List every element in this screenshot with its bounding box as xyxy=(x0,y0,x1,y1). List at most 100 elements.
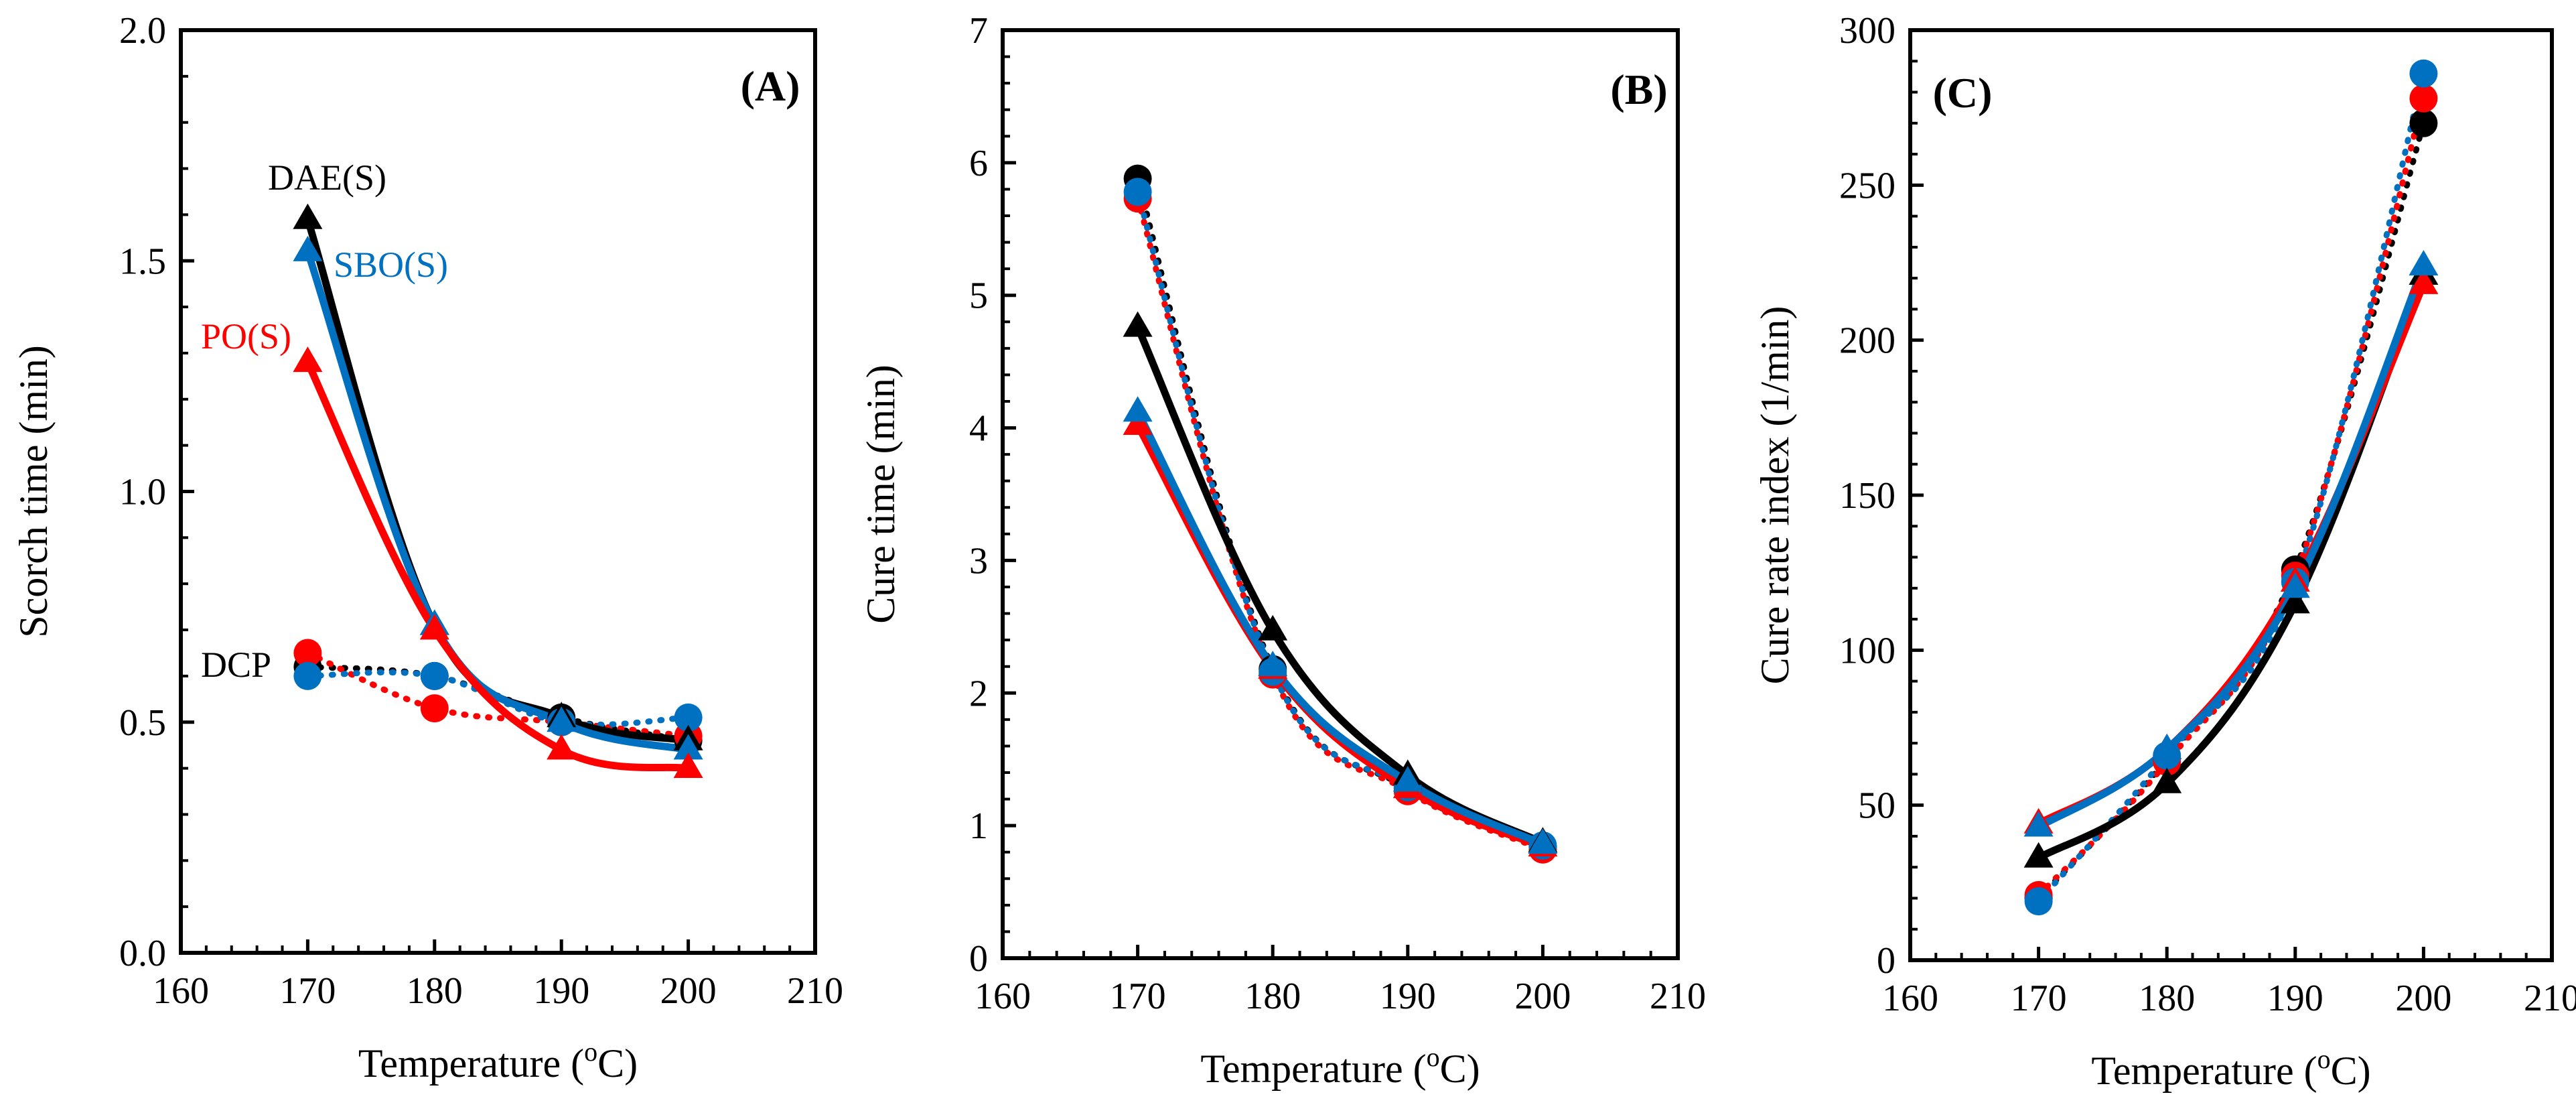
panel-label: (B) xyxy=(1610,66,1667,113)
series-annotation: DCP xyxy=(201,645,271,685)
data-point-black-triangle xyxy=(2280,588,2310,614)
plot-frame xyxy=(1908,28,2554,962)
data-point-black-triangle xyxy=(2152,767,2182,793)
data-point-blue-circle xyxy=(293,661,322,690)
data-point-sbo-s xyxy=(547,706,577,732)
panel-label: (C) xyxy=(1933,69,1993,117)
panel-c: 160 170 180 190 200 210 0 50 100 150 200 250 300 Temp… xyxy=(1753,10,2576,1093)
x-axis-title: Temperature (oC) xyxy=(358,1037,638,1085)
data-point-blue-triangle xyxy=(1258,651,1288,677)
data-point-blue-circle xyxy=(674,703,703,732)
series-line-black-circle xyxy=(2035,120,2427,901)
series-line-blue-circle xyxy=(1135,188,1546,849)
x-tick-label: 190 xyxy=(1380,976,1436,1017)
data-point-blue-circle xyxy=(2024,887,2053,916)
x-tick-label: 170 xyxy=(1110,976,1166,1017)
y-tick-label: 0 xyxy=(1877,940,1895,982)
x-axis-unit-text: C) xyxy=(597,1041,638,1085)
y-axis-title: Cure time (min) xyxy=(859,365,903,624)
x-axis-title: Temperature (oC) xyxy=(1200,1042,1480,1091)
x-tick-label: 200 xyxy=(660,970,717,1012)
series-line-red-circle xyxy=(2035,95,2427,899)
data-point-blue-triangle xyxy=(1392,766,1423,792)
data-point-blue-triangle xyxy=(1528,828,1558,854)
data-point-black-triangle xyxy=(2023,842,2054,868)
series-line-red-circle xyxy=(1135,195,1546,853)
data-point-po-s xyxy=(293,346,323,373)
plot-frame xyxy=(1001,28,1680,960)
x-axis-title: Temperature (oC) xyxy=(2091,1044,2370,1093)
x-tick-label: 180 xyxy=(1244,976,1301,1017)
data-point-blue-circle xyxy=(420,661,449,690)
data-point-blue-circle xyxy=(2409,59,2438,88)
data-point-red-circle xyxy=(293,639,322,667)
series-line-blue-circle xyxy=(2035,70,2427,905)
x-tick-label: 180 xyxy=(407,970,463,1012)
y-tick-label: 50 xyxy=(1858,785,1895,827)
data-point-red-triangle xyxy=(1123,409,1153,436)
series-line-black-circle xyxy=(1135,176,1546,850)
y-tick-label: 250 xyxy=(1839,165,1895,206)
y-tick-label: 100 xyxy=(1839,630,1895,671)
data-point-dae-s xyxy=(293,203,323,229)
y-tick-label: 5 xyxy=(969,275,988,317)
series-line-red-triangle xyxy=(1134,421,1547,851)
x-axis-title-text: Temperature ( xyxy=(2091,1049,2317,1093)
x-tick-label: 190 xyxy=(533,970,589,1012)
y-tick-label: 1.5 xyxy=(119,241,166,282)
x-axis-unit-superscript: o xyxy=(584,1037,597,1067)
x-axis-unit-text: C) xyxy=(2331,1049,2371,1093)
series-annotation: SBO(S) xyxy=(334,245,448,285)
series-line-blue-triangle xyxy=(2035,262,2427,831)
x-tick-label: 210 xyxy=(2524,978,2576,1019)
series-line-red-circle xyxy=(304,649,692,739)
x-tick-label: 160 xyxy=(153,970,209,1012)
series-annotation: PO(S) xyxy=(201,316,291,356)
y-tick-label: 7 xyxy=(969,10,988,52)
series-line-blue-triangle xyxy=(1134,408,1547,848)
data-point-black-triangle xyxy=(1123,311,1153,337)
x-tick-label: 210 xyxy=(1650,976,1706,1017)
data-point-black-triangle xyxy=(1258,614,1288,641)
series-line-red-triangle xyxy=(2035,280,2427,828)
x-axis-unit-text: C) xyxy=(1440,1047,1480,1091)
data-point-blue-circle xyxy=(1123,178,1152,206)
y-tick-label: 0 xyxy=(969,938,988,980)
y-tick-label: 1 xyxy=(969,805,988,847)
x-axis-unit-superscript: o xyxy=(2317,1044,2331,1074)
data-point-po-s xyxy=(419,614,449,640)
y-tick-label: 300 xyxy=(1839,10,1895,52)
series-line-dae-s xyxy=(303,215,693,744)
y-tick-label: 4 xyxy=(969,408,988,450)
x-tick-label: 180 xyxy=(2139,978,2195,1019)
series-line-black-triangle xyxy=(2035,271,2427,862)
x-tick-label: 210 xyxy=(787,970,843,1012)
data-point-red-triangle xyxy=(2409,268,2439,294)
y-tick-label: 2 xyxy=(969,673,988,714)
x-tick-label: 200 xyxy=(1514,976,1571,1017)
x-tick-label: 200 xyxy=(2395,978,2451,1019)
x-axis-title-text: Temperature ( xyxy=(358,1041,584,1085)
y-tick-label: 6 xyxy=(969,143,988,184)
x-tick-label: 170 xyxy=(2011,978,2067,1019)
x-axis-title-text: Temperature ( xyxy=(1200,1047,1426,1091)
y-tick-label: 3 xyxy=(969,540,988,582)
panel-a: 160 170 180 190 200 210 0.0 0.5 1.0 1.5 2.0 Tempera… xyxy=(11,10,843,1085)
y-tick-label: 0.5 xyxy=(119,702,166,744)
y-tick-label: 150 xyxy=(1839,475,1895,517)
x-tick-label: 190 xyxy=(2267,978,2323,1019)
data-point-po-s xyxy=(673,752,703,779)
y-tick-label: 0.0 xyxy=(119,933,166,974)
series-line-black-triangle xyxy=(1134,323,1547,847)
y-tick-label: 2.0 xyxy=(119,10,166,52)
data-point-blue-triangle xyxy=(2280,572,2310,598)
panel-label: (A) xyxy=(741,62,800,110)
data-point-sbo-s xyxy=(293,235,323,261)
data-point-red-circle xyxy=(420,694,449,723)
data-point-red-circle xyxy=(2409,84,2438,113)
data-point-blue-triangle xyxy=(2152,733,2182,759)
y-axis-title: Scorch time (min) xyxy=(11,345,56,638)
data-point-sbo-s xyxy=(673,734,703,760)
x-axis-unit-superscript: o xyxy=(1427,1042,1440,1072)
